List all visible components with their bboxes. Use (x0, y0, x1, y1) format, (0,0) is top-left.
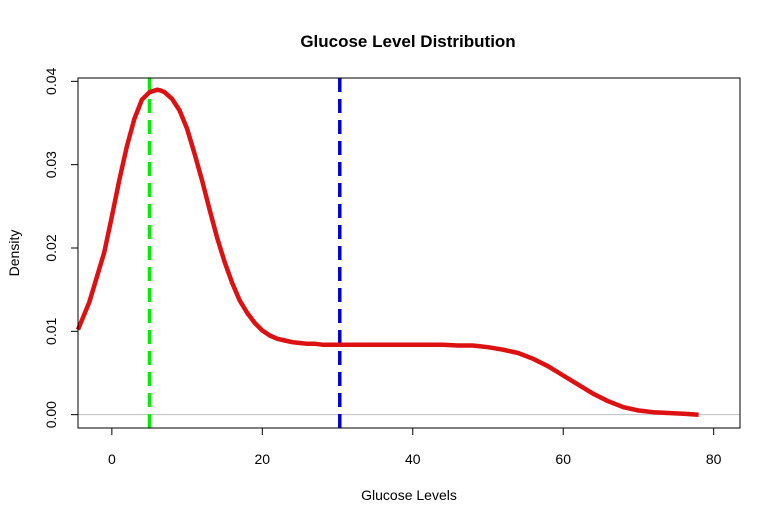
plot-frame (77, 77, 741, 429)
x-tick-label: 40 (405, 451, 421, 467)
y-tick-label: 0.01 (43, 317, 59, 344)
y-axis-label: Density (6, 230, 22, 277)
density-series-line-0 (75, 87, 699, 417)
x-tick-label: 80 (706, 451, 722, 467)
y-tick-label: 0.00 (43, 401, 59, 428)
x-tick-label: 60 (555, 451, 571, 467)
y-tick-label: 0.02 (43, 234, 59, 261)
chart-title: Glucose Level Distribution (300, 32, 515, 51)
x-axis-label: Glucose Levels (361, 487, 457, 503)
x-tick-label: 20 (255, 451, 271, 467)
x-tick-label: 0 (108, 451, 116, 467)
y-tick-label: 0.03 (43, 151, 59, 178)
y-tick-label: 0.04 (43, 67, 59, 94)
